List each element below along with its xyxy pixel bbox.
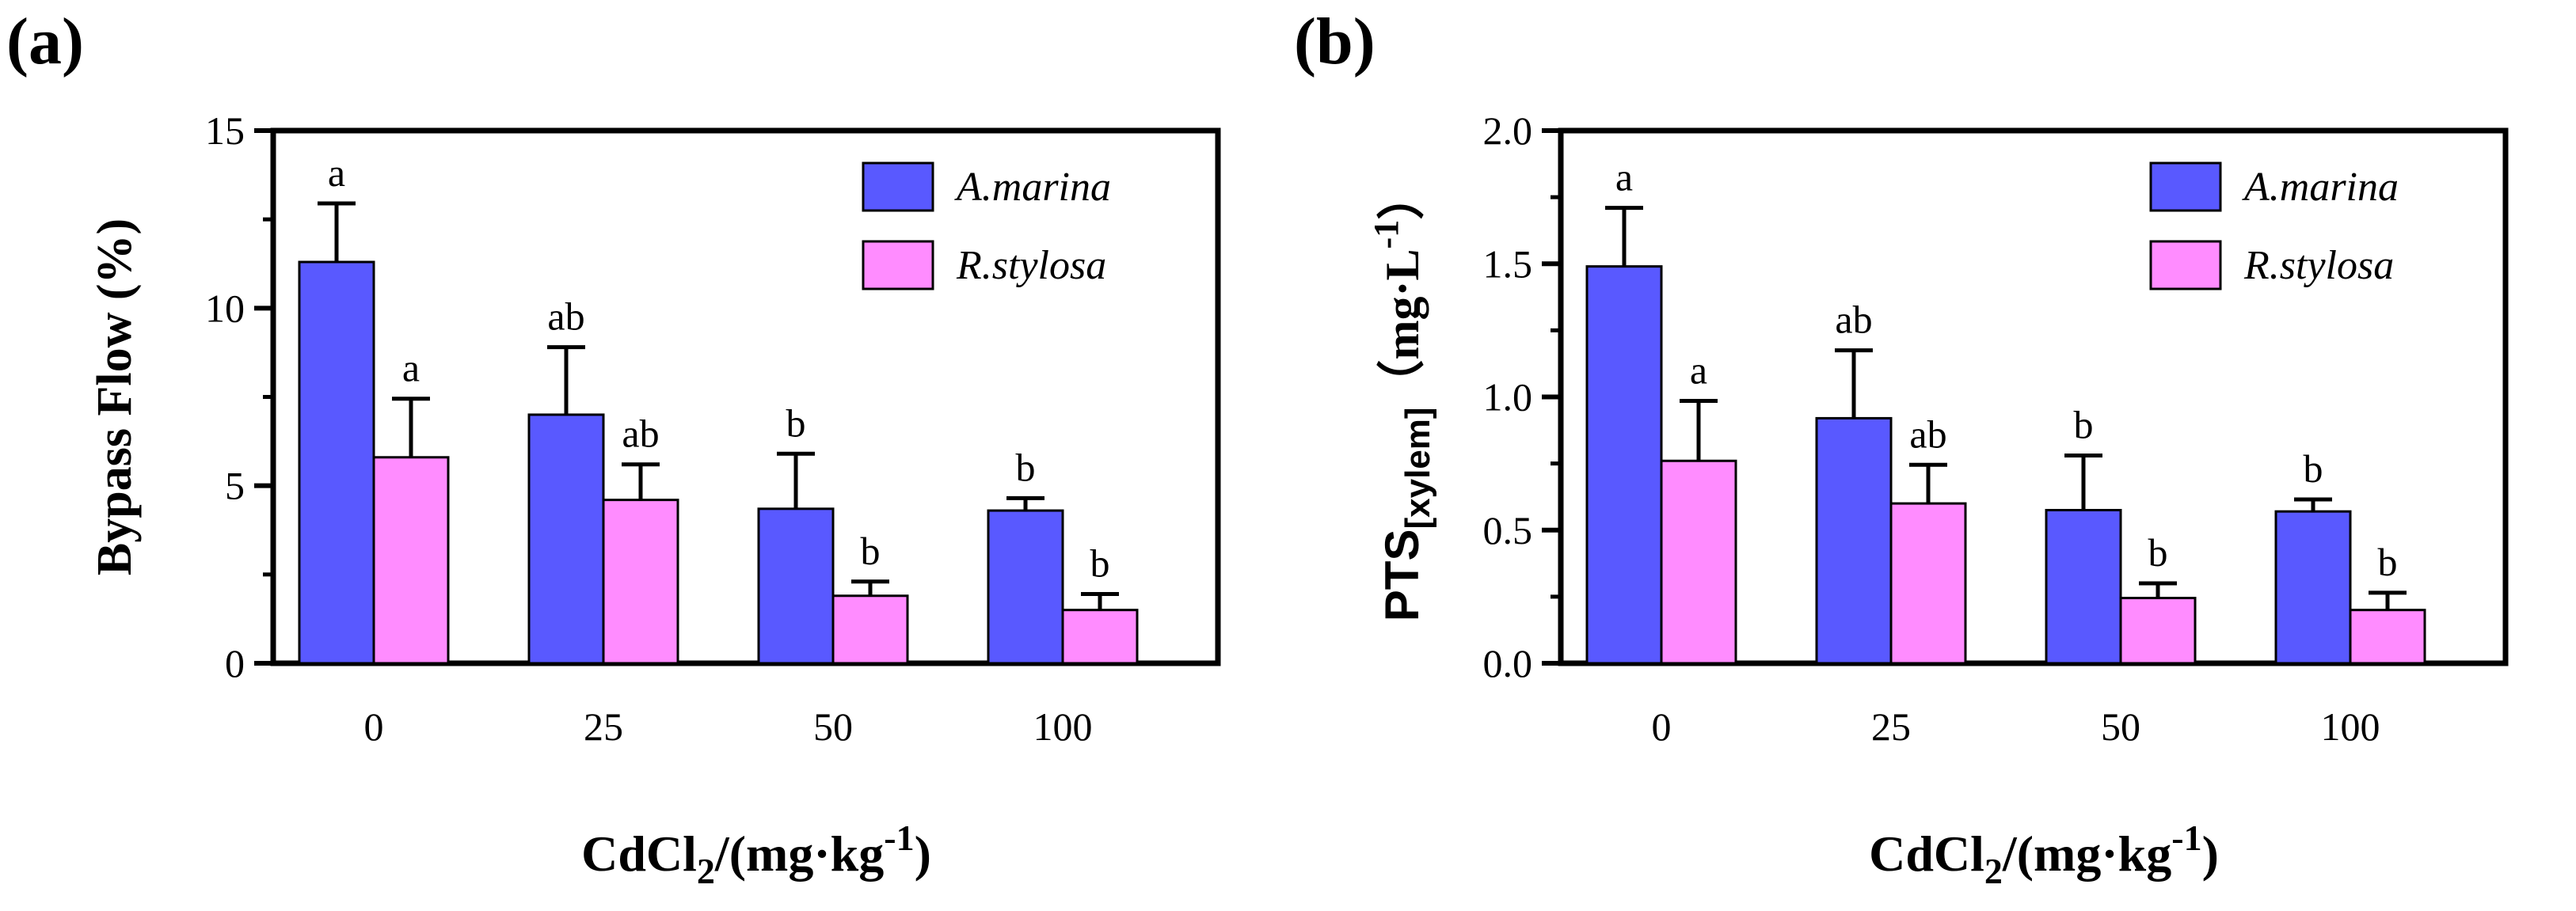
- legend-swatch: [2149, 240, 2222, 290]
- significance-letter: b: [2074, 403, 2094, 447]
- x-tick-label: 0: [364, 704, 384, 749]
- y-tick-label: 1.0: [1483, 375, 1533, 419]
- x-tick-label: 25: [584, 704, 623, 749]
- bar-a-marina: [1815, 416, 1893, 665]
- y-tick-label: 0.0: [1483, 641, 1533, 685]
- bar-r-stylosa: [1889, 502, 1967, 665]
- legend-swatch: [862, 161, 934, 212]
- bar-a-marina: [1585, 265, 1663, 665]
- y-axis-label: Bypass Flow (%): [88, 218, 142, 575]
- chart-panel-a: (a) 0 5 10 15 a a 0 ab ab 25 b b 50 b b 100 A.marina R.sty…: [6, 5, 1221, 891]
- significance-letter: ab: [622, 412, 659, 456]
- bar-a-marina: [527, 413, 605, 665]
- bar-r-stylosa: [1660, 459, 1737, 665]
- significance-letter: b: [786, 400, 806, 445]
- significance-letter: a: [1615, 155, 1633, 199]
- significance-letter: a: [402, 346, 420, 390]
- significance-letter: ab: [547, 294, 584, 339]
- legend-label: A.marina: [954, 165, 1111, 210]
- y-tick-label: 2.0: [1483, 108, 1533, 153]
- y-tick-label: 15: [205, 108, 245, 153]
- significance-letter: a: [1690, 348, 1707, 393]
- y-tick-label: 10: [205, 286, 245, 330]
- bar-a-marina: [2045, 509, 2122, 665]
- significance-letter: ab: [1909, 412, 1946, 456]
- panel-label: (b): [1294, 5, 1376, 78]
- panel-label: (a): [6, 5, 84, 78]
- significance-letter: b: [1090, 541, 1110, 586]
- significance-letter: a: [328, 150, 345, 195]
- significance-letter: b: [2378, 540, 2398, 584]
- bar-r-stylosa: [831, 594, 909, 665]
- bar-r-stylosa: [2119, 597, 2197, 665]
- x-tick-label: 100: [2321, 704, 2380, 749]
- legend-label: R.stylosa: [2243, 243, 2394, 288]
- bar-a-marina: [2274, 510, 2352, 665]
- bar-r-stylosa: [372, 456, 450, 665]
- y-axis-label-group: PTS[xylem]（mg·L-1）: [1367, 173, 1437, 621]
- bar-a-marina: [298, 260, 375, 665]
- x-tick-label: 0: [1652, 704, 1672, 749]
- y-tick-label: 1.5: [1483, 241, 1533, 286]
- significance-letter: ab: [1835, 298, 1872, 342]
- y-tick-label: 0.5: [1483, 508, 1533, 552]
- bar-r-stylosa: [602, 499, 679, 665]
- legend-swatch: [2149, 161, 2222, 212]
- x-axis-label: CdCl2/(mg·kg-1): [581, 818, 931, 891]
- y-axis-label-group: Bypass Flow (%): [88, 218, 142, 575]
- bar-r-stylosa: [1061, 609, 1139, 665]
- x-tick-label: 100: [1033, 704, 1093, 749]
- x-axis-label: CdCl2/(mg·kg-1): [1869, 818, 2219, 891]
- x-tick-label: 50: [813, 704, 853, 749]
- significance-letter: b: [2148, 530, 2168, 575]
- bar-a-marina: [987, 509, 1064, 665]
- significance-letter: b: [861, 529, 881, 573]
- x-tick-label: 50: [2101, 704, 2140, 749]
- x-tick-label: 25: [1871, 704, 1911, 749]
- bar-r-stylosa: [2349, 609, 2426, 665]
- legend-swatch: [862, 240, 934, 290]
- y-tick-label: 5: [225, 464, 245, 508]
- significance-letter: b: [1016, 445, 1036, 489]
- bar-a-marina: [757, 507, 835, 665]
- y-axis-label: PTS[xylem]（mg·L-1）: [1367, 173, 1437, 621]
- legend-label: R.stylosa: [956, 243, 1106, 288]
- significance-letter: b: [2304, 446, 2323, 491]
- legend-label: A.marina: [2242, 165, 2399, 210]
- chart-panel-b: (b) 0.0 0.5 1.0 1.5 2.0 a a 0 ab ab 25 b b 50 b b 100 A.ma…: [1294, 5, 2509, 891]
- y-tick-label: 0: [225, 641, 245, 685]
